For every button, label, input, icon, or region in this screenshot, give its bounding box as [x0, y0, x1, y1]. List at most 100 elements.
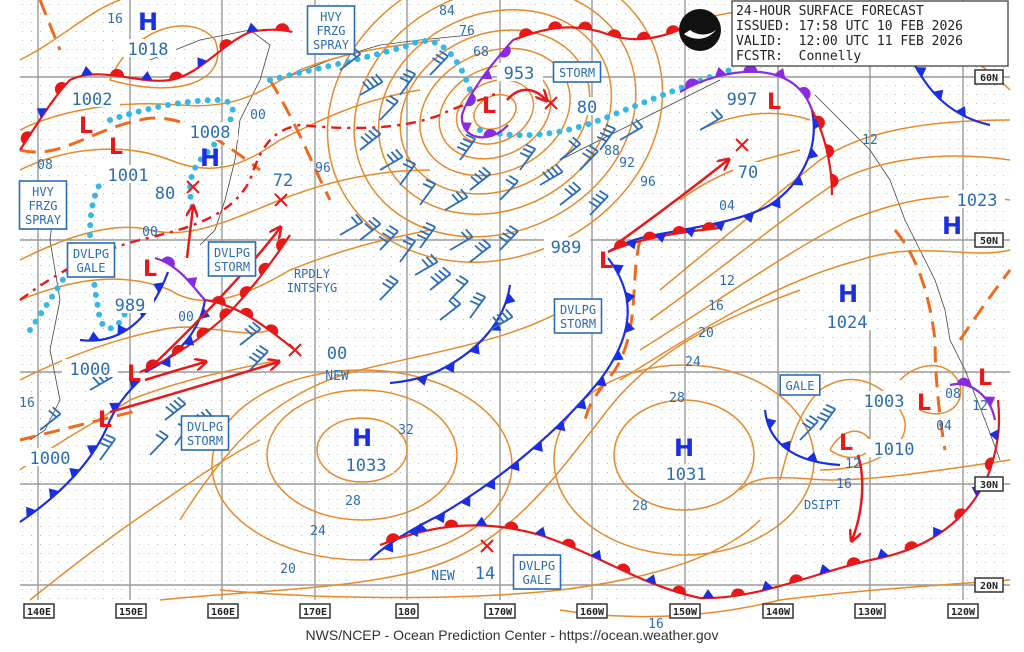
latitude-label: 20N — [974, 577, 1004, 593]
cold-front-triangle — [554, 420, 566, 432]
wind-barb-icon — [619, 118, 644, 141]
low-symbol: L — [79, 114, 93, 139]
longitude-label: 160E — [207, 603, 239, 619]
low-symbol: L — [98, 408, 112, 433]
low-center: L — [978, 366, 992, 391]
high-center: H 1033 — [338, 424, 394, 476]
cold-front-triangle — [806, 451, 818, 463]
cold-front-triangle — [654, 232, 667, 243]
low-center: L 1000 — [22, 408, 112, 469]
cold-front-triangle — [955, 106, 966, 117]
forecast-position: 72 — [268, 170, 298, 207]
isobar-label: 12 — [719, 274, 735, 289]
low-symbol: L — [482, 94, 496, 119]
stationary-front — [19, 28, 293, 151]
isobar-label: 12 — [862, 133, 878, 148]
wind-barb-icon — [816, 403, 837, 431]
svg-text:150W: 150W — [673, 607, 698, 618]
low-center: 1003 L — [856, 391, 931, 416]
wind-barb-icon — [429, 50, 449, 76]
wind-barb-icon — [449, 228, 474, 251]
warning-text: SPRAY — [25, 213, 62, 227]
svg-text:170E: 170E — [303, 607, 327, 618]
cold-front-triangle — [461, 122, 472, 133]
low-pressure-value: 1001 — [108, 166, 149, 186]
warm-front-semicircle — [275, 23, 290, 32]
cold-front-triangle — [774, 68, 786, 79]
warning-text: HVY — [320, 10, 342, 24]
cold-front-triangle — [481, 69, 493, 80]
warm-front-semicircle — [110, 68, 124, 77]
wind-barb-icon — [469, 291, 487, 319]
warm-front-semicircle — [666, 25, 680, 35]
wind-barb-icon — [359, 73, 384, 96]
warning-text: STORM — [560, 317, 596, 331]
wind-barb-icon — [149, 430, 169, 456]
wind-barb-icon — [799, 415, 819, 441]
warning-text: SPRAY — [313, 38, 350, 52]
wind-barb-icon — [456, 133, 477, 161]
wind-barb-icon — [399, 158, 417, 186]
cold-front-triangle — [813, 117, 823, 130]
wind-barb-icon — [559, 181, 582, 206]
latitude-label: 30N — [974, 476, 1004, 492]
forecast-pressure: 70 — [738, 163, 758, 183]
longitude-label: 140W — [762, 603, 794, 619]
cold-front-triangle — [416, 522, 428, 534]
isobar-labels: 16 08 00 96 84 76 68 88 92 96 04 12 12 1… — [19, 4, 988, 632]
warning-text: DVLPG — [519, 559, 555, 573]
warning-label: STORM — [552, 61, 602, 83]
wind-barb-icon — [444, 188, 469, 211]
longitude-label: 140E — [23, 603, 55, 619]
wind-barb-icon — [414, 253, 439, 276]
isobar-label: 84 — [439, 4, 455, 19]
cold-front-triangle — [444, 362, 455, 373]
wind-barb-icon — [164, 396, 187, 421]
forecast-header: 24-HOUR SURFACE FORECAST ISSUED: 17:58 U… — [679, 0, 1009, 67]
svg-text:130W: 130W — [858, 607, 883, 618]
longitude-label: 160W — [576, 603, 608, 619]
longitude-label: 170E — [299, 603, 331, 619]
wind-barb-icon — [359, 216, 382, 241]
warm-front-semicircle — [685, 78, 699, 89]
cold-front-triangle — [26, 506, 37, 518]
warm-front-semicircle — [616, 563, 631, 574]
cold-front-triangle — [780, 440, 791, 452]
cold-front-triangle — [86, 445, 98, 456]
warm-front-semicircle — [265, 324, 279, 336]
low-pressure-centers: 1002 L L 1001 L 989 L 1000 L 1000 953 L 997 L 9… — [22, 63, 992, 469]
svg-text:140E: 140E — [27, 607, 51, 618]
noaa-logo-bird-icon — [684, 30, 716, 39]
warning-text: DVLPG — [187, 420, 223, 434]
wind-barb-icon — [596, 123, 617, 151]
warm-front-semicircle — [504, 521, 519, 530]
svg-text:20N: 20N — [980, 581, 998, 592]
forecast-position: 80 — [150, 180, 200, 204]
stationary-front — [379, 399, 1001, 600]
isobar-label: 12 — [845, 457, 861, 472]
wind-barbs — [39, 46, 837, 461]
wind-barb-icon — [416, 221, 437, 249]
warm-front-semicircle — [519, 28, 533, 38]
low-pressure-value: 997 — [727, 90, 758, 110]
low-pressure-value: 989 — [551, 238, 582, 258]
wind-barb-icon — [559, 136, 582, 161]
isobar-label: 28 — [669, 391, 685, 406]
low-center: L 1010 — [839, 431, 922, 460]
wind-barb-icon — [99, 433, 117, 461]
cold-front-triangle — [246, 22, 259, 33]
warm-front-semicircle — [169, 71, 184, 81]
high-center: H 1018 — [120, 8, 176, 60]
cold-front-triangle — [416, 375, 428, 386]
warm-front-semicircle — [483, 129, 498, 139]
cold-front-triangle — [160, 356, 171, 368]
cold-front-triangle — [153, 282, 164, 294]
wind-barb-icon — [539, 163, 564, 186]
header-forecaster: FCSTR: Connelly — [736, 49, 861, 64]
warm-front-semicircle — [20, 131, 32, 145]
map-background — [20, 0, 1010, 600]
